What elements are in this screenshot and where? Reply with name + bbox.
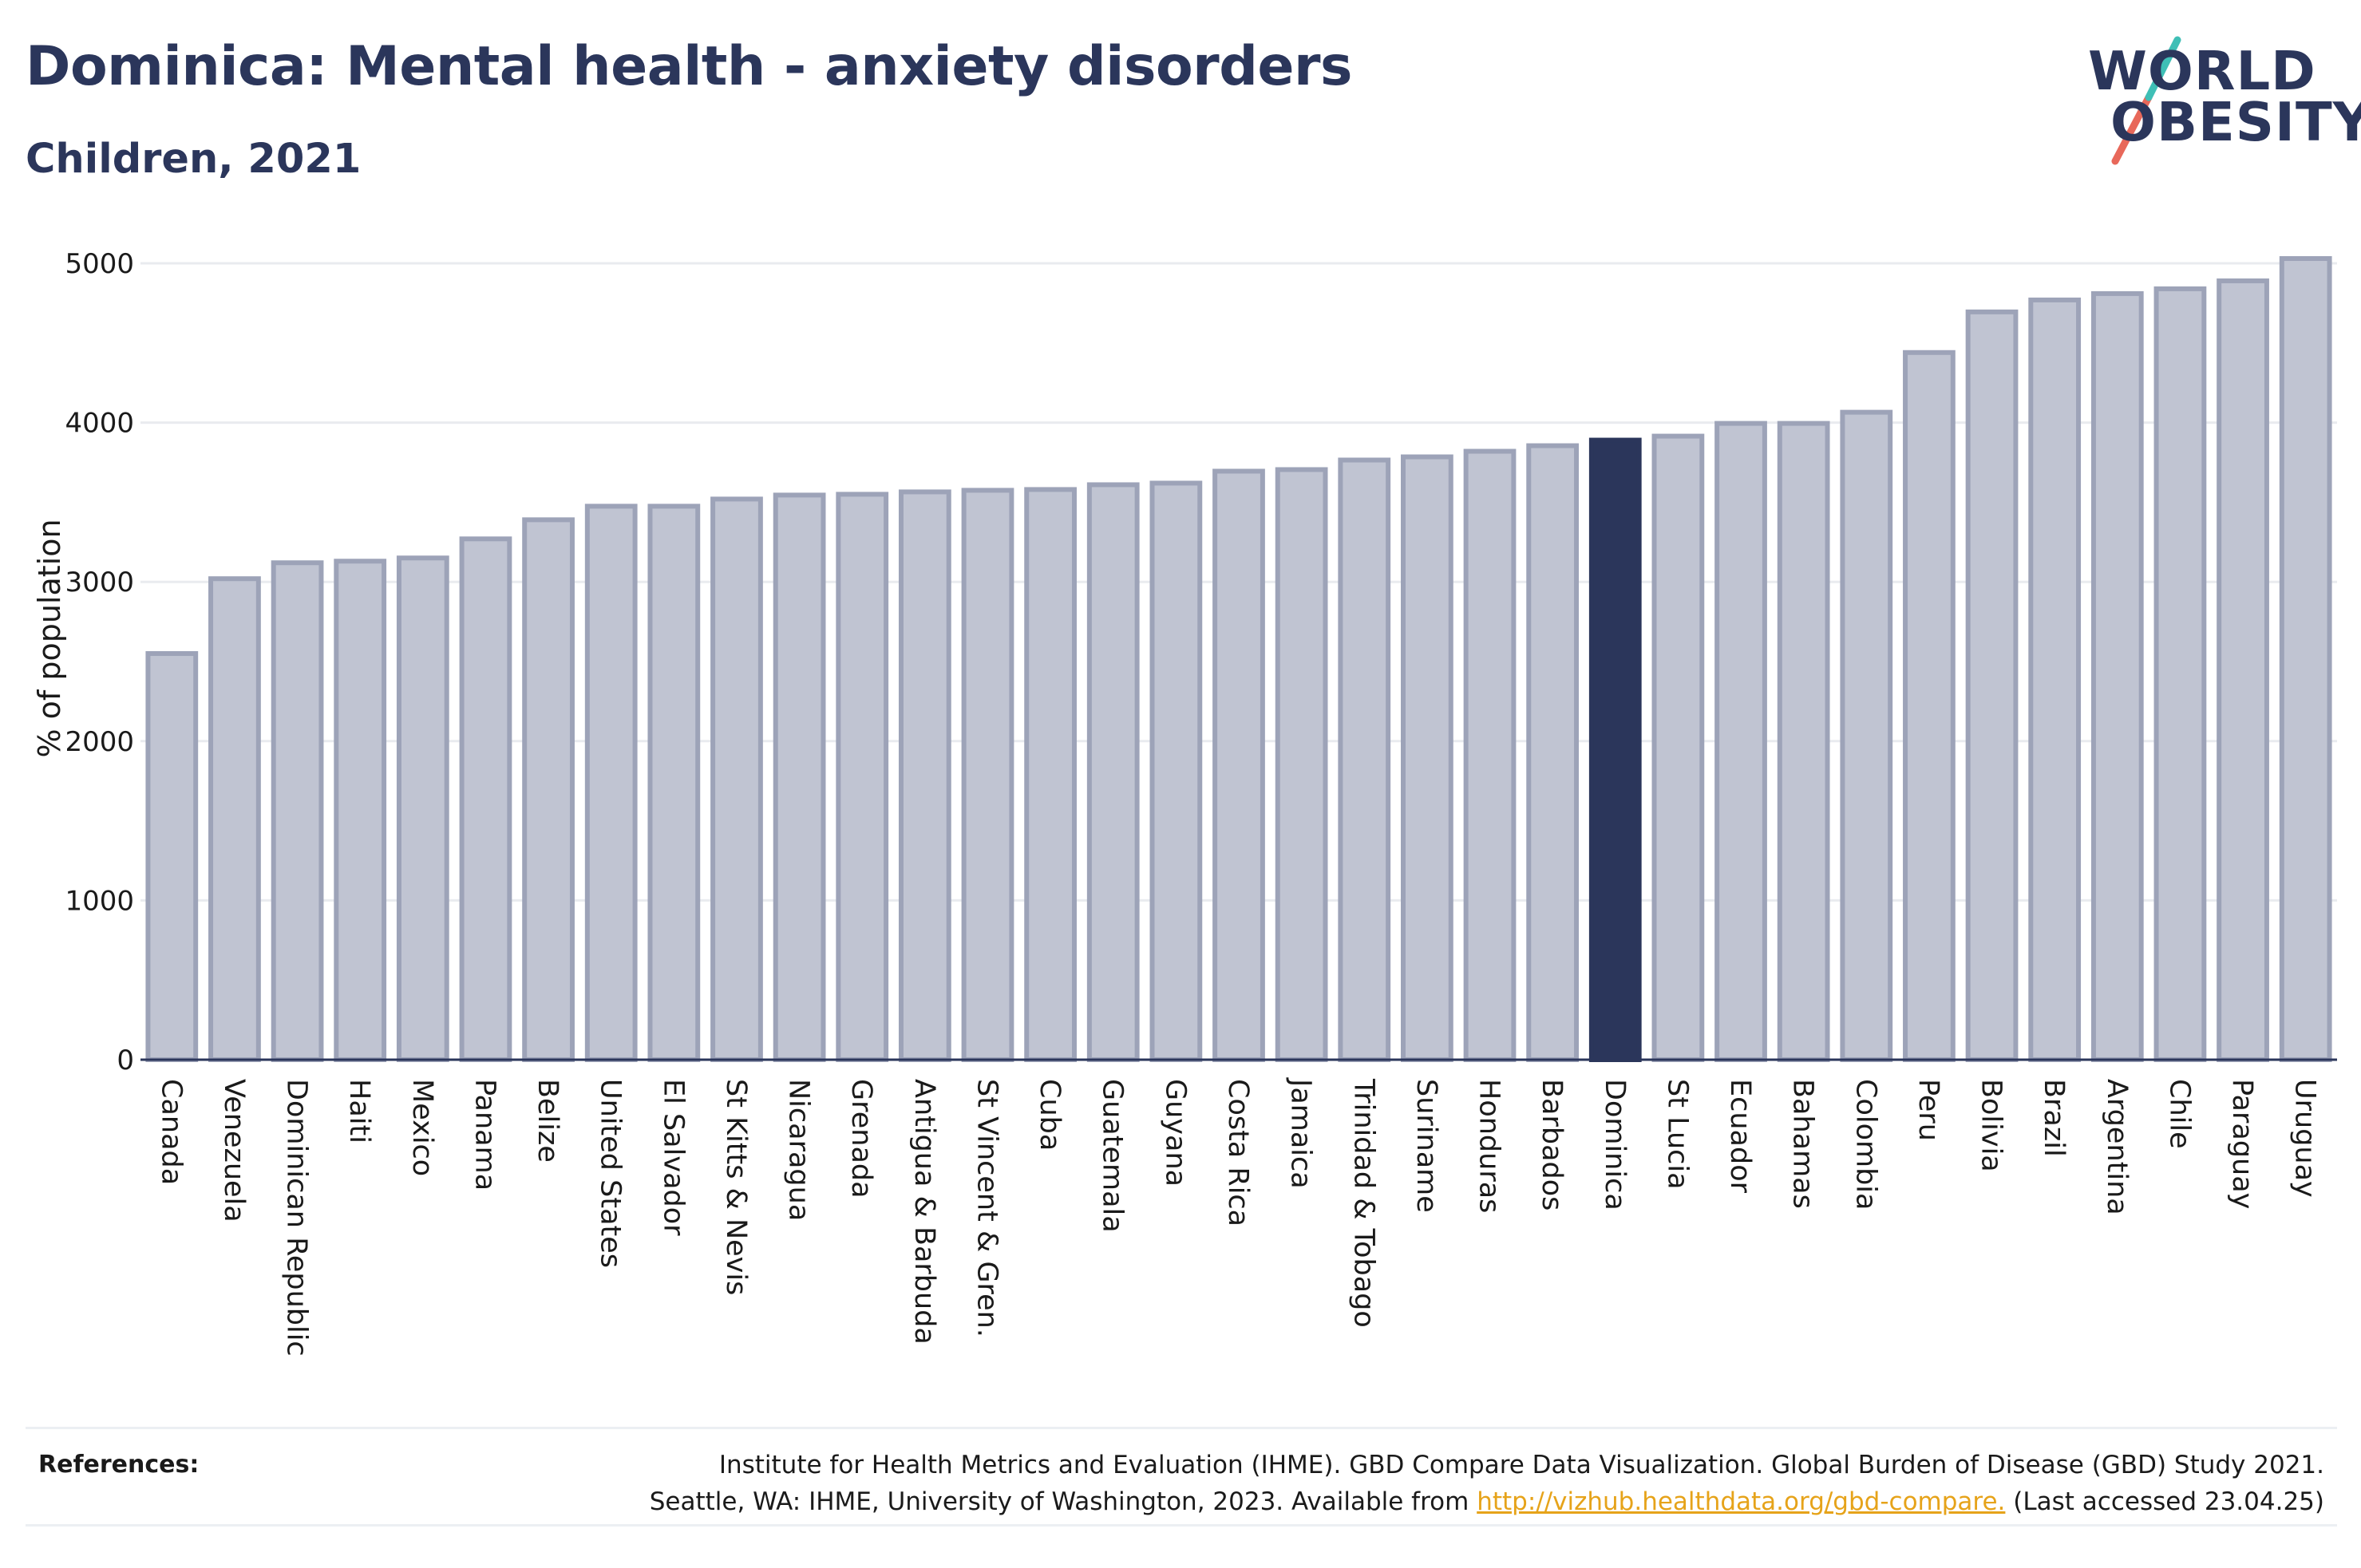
reference-link[interactable]: http://vizhub.healthdata.org/gbd-compare… <box>1477 1487 2006 1516</box>
x-tick-labels: Canada Venezuela Dominican Republic Haiti Me… <box>155 1077 2320 1357</box>
y-tick-label: 3000 <box>65 567 134 598</box>
x-tick-label: Belize <box>532 1079 564 1163</box>
reference-line-1: Institute for Health Metrics and Evaluat… <box>718 1451 2324 1479</box>
y-tick-labels: 0 1000 2000 3000 4000 5000 <box>65 248 134 1076</box>
x-tick-label: Antigua & Barbuda <box>908 1079 940 1345</box>
x-tick-label: El Salvador <box>657 1079 689 1236</box>
bar <box>1275 467 1328 1062</box>
bar <box>1714 421 1767 1062</box>
x-tick-label: St Vincent & Gren. <box>971 1079 1003 1337</box>
bar <box>2090 290 2144 1062</box>
bar <box>522 517 575 1062</box>
x-tick-label: Paraguay <box>2226 1079 2258 1209</box>
logo-word-world: WORLD <box>2088 40 2316 102</box>
x-tick-label: Honduras <box>1473 1079 1505 1213</box>
bar <box>2028 297 2082 1062</box>
reference-line-2: Seattle, WA: IHME, University of Washing… <box>409 1483 2324 1520</box>
bar <box>459 536 512 1062</box>
bar <box>1401 454 1453 1062</box>
x-tick-label: Venezuela <box>218 1079 250 1222</box>
bar <box>145 651 199 1063</box>
bar <box>1024 487 1077 1062</box>
x-tick-label: Nicaragua <box>783 1079 815 1221</box>
x-tick-label: Mexico <box>406 1079 438 1176</box>
bar <box>647 504 701 1062</box>
bar <box>2279 256 2332 1062</box>
x-tick-label: Canada <box>155 1079 187 1185</box>
y-tick-label: 5000 <box>65 248 134 280</box>
bar <box>773 492 826 1062</box>
y-axis-title: % of population <box>32 519 67 757</box>
y-tick-label: 2000 <box>65 726 134 758</box>
references-label: References: <box>38 1451 200 1479</box>
bar <box>1840 409 1893 1062</box>
reference-line-2-suffix: (Last accessed 23.04.25) <box>2005 1487 2324 1516</box>
chart-subtitle: Children, 2021 <box>26 136 362 183</box>
x-tick-label: Trinidad & Tobago <box>1347 1078 1379 1328</box>
bars <box>145 256 2332 1063</box>
x-tick-label: Jamaica <box>1285 1077 1317 1189</box>
x-tick-label: Guatemala <box>1097 1079 1129 1233</box>
x-tick-label: Chile <box>2163 1079 2195 1149</box>
x-tick-label: Dominica <box>1599 1079 1631 1211</box>
bar <box>1903 350 1956 1062</box>
x-tick-label: St Kitts & Nevis <box>720 1079 752 1295</box>
bar <box>1212 468 1265 1062</box>
bar <box>584 504 638 1062</box>
bar-highlighted <box>1588 437 1642 1062</box>
bar <box>710 496 763 1062</box>
bar <box>334 559 387 1062</box>
x-tick-label: Guyana <box>1159 1079 1191 1187</box>
x-tick-label: Colombia <box>1849 1079 1881 1210</box>
x-tick-label: Bahamas <box>1787 1079 1819 1209</box>
bar <box>2217 278 2269 1062</box>
x-tick-label: Costa Rica <box>1222 1079 1254 1226</box>
x-tick-label: Bolivia <box>1975 1079 2007 1172</box>
references-top-divider <box>26 1427 2337 1429</box>
x-tick-label: Uruguay <box>2289 1079 2321 1198</box>
x-tick-label: Peru <box>1912 1079 1944 1141</box>
y-tick-label: 1000 <box>65 885 134 917</box>
x-tick-label: Cuba <box>1034 1079 1066 1151</box>
bar <box>208 576 261 1062</box>
bar <box>1338 457 1391 1062</box>
bar <box>396 555 449 1062</box>
x-tick-label: Suriname <box>1410 1079 1442 1213</box>
x-tick-label: Panama <box>469 1079 500 1191</box>
x-tick-label: St Lucia <box>1661 1079 1693 1190</box>
x-tick-label: Haiti <box>343 1079 375 1143</box>
x-tick-label: Brazil <box>2038 1079 2070 1157</box>
bar <box>1965 309 2019 1062</box>
bar <box>1526 443 1580 1062</box>
y-tick-label: 4000 <box>65 408 134 440</box>
y-tick-label: 0 <box>117 1045 134 1076</box>
logo-word-obesity: OBESITY <box>2110 91 2361 153</box>
x-tick-label: Grenada <box>845 1079 877 1199</box>
logo-slash-icon <box>2111 36 2181 165</box>
bar-chart: 0 1000 2000 3000 4000 5000 Canada Venezuela Dom… <box>32 248 2337 1357</box>
world-obesity-logo: WORLD OBESITY <box>2075 24 2361 168</box>
references-text: Institute for Health Metrics and Evaluat… <box>409 1447 2324 1520</box>
x-tick-label: Argentina <box>2101 1079 2133 1215</box>
x-tick-label: Ecuador <box>1724 1079 1756 1194</box>
bar <box>2153 286 2207 1063</box>
bar <box>961 488 1014 1062</box>
bar <box>271 560 324 1062</box>
references-bottom-divider <box>26 1524 2337 1527</box>
bar <box>1777 421 1830 1062</box>
bar <box>1463 448 1517 1062</box>
chart-title: Dominica: Mental health - anxiety disord… <box>26 35 1353 98</box>
x-tick-label: United States <box>595 1079 627 1268</box>
bar <box>1086 482 1140 1062</box>
reference-line-2-prefix: Seattle, WA: IHME, University of Washing… <box>649 1487 1477 1516</box>
x-tick-label: Dominican Republic <box>281 1079 313 1357</box>
bar <box>1651 433 1705 1062</box>
bar <box>1149 480 1203 1062</box>
bar <box>836 492 889 1062</box>
x-tick-label: Barbados <box>1536 1079 1568 1211</box>
bar <box>898 489 951 1062</box>
